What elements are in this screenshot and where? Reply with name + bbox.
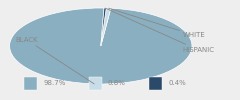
Text: 0.4%: 0.4% (168, 80, 186, 86)
Text: HISPANIC: HISPANIC (105, 8, 214, 53)
Wedge shape (101, 8, 111, 46)
Text: 0.8%: 0.8% (108, 80, 126, 86)
Wedge shape (10, 8, 192, 84)
Bar (149, 77, 162, 90)
Bar (24, 77, 37, 90)
Text: WHITE: WHITE (108, 8, 205, 38)
Wedge shape (101, 8, 106, 46)
Text: BLACK: BLACK (16, 37, 94, 84)
Bar (89, 77, 102, 90)
Text: 98.7%: 98.7% (43, 80, 66, 86)
